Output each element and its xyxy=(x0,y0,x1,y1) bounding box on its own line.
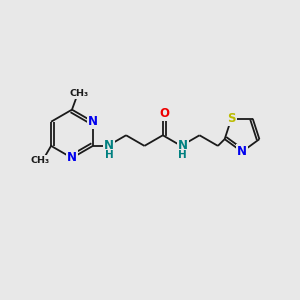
Text: S: S xyxy=(227,112,236,125)
Text: N: N xyxy=(104,140,114,152)
Text: N: N xyxy=(178,140,188,152)
Text: N: N xyxy=(88,115,98,128)
Text: N: N xyxy=(67,152,77,164)
Text: H: H xyxy=(105,150,114,160)
Text: CH₃: CH₃ xyxy=(31,156,50,165)
Text: O: O xyxy=(159,107,169,120)
Text: N: N xyxy=(237,145,247,158)
Text: CH₃: CH₃ xyxy=(70,89,89,98)
Text: H: H xyxy=(178,150,187,160)
